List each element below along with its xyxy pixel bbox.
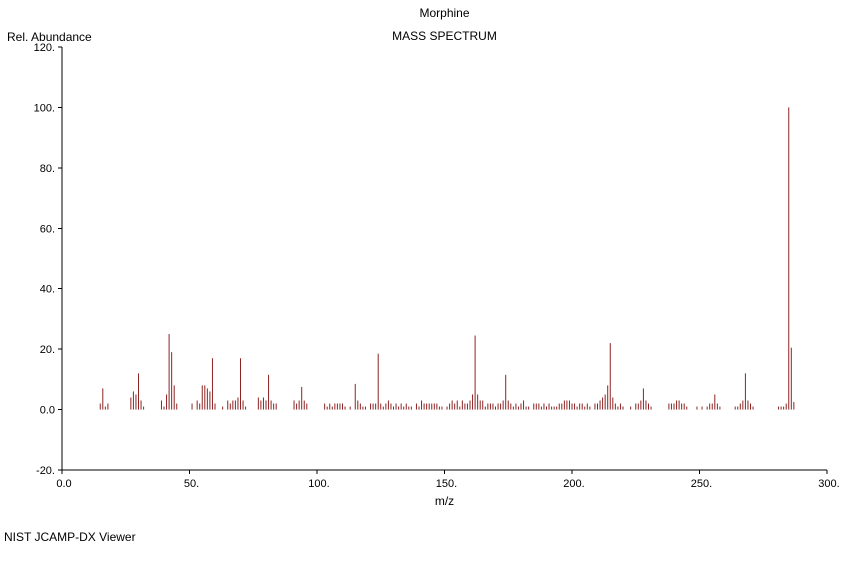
viewer-name: NIST JCAMP-DX Viewer bbox=[4, 530, 136, 544]
y-tick-label: 0.0 bbox=[40, 405, 55, 417]
y-tick-label: 120. bbox=[34, 42, 55, 54]
x-tick-label: 0.0 bbox=[56, 478, 71, 490]
y-tick-label: 60. bbox=[40, 223, 55, 235]
y-tick-label: 100. bbox=[34, 102, 55, 114]
x-tick-label: 50. bbox=[184, 478, 199, 490]
x-tick-label: 100. bbox=[308, 478, 329, 490]
x-tick-label: 150. bbox=[436, 478, 457, 490]
x-tick-label: 250. bbox=[691, 478, 712, 490]
y-tick-label: 40. bbox=[40, 284, 55, 296]
compound-title: Morphine bbox=[419, 6, 470, 20]
x-tick-label: 300. bbox=[818, 478, 839, 490]
y-axis-title: Rel. Abundance bbox=[7, 30, 92, 44]
x-tick-label: 200. bbox=[563, 478, 584, 490]
y-tick-label: -20. bbox=[36, 465, 55, 477]
y-tick-label: 20. bbox=[40, 344, 55, 356]
x-axis-title: m/z bbox=[434, 494, 455, 508]
spectrum-type-title: MASS SPECTRUM bbox=[392, 29, 497, 43]
y-tick-label: 80. bbox=[40, 163, 55, 175]
